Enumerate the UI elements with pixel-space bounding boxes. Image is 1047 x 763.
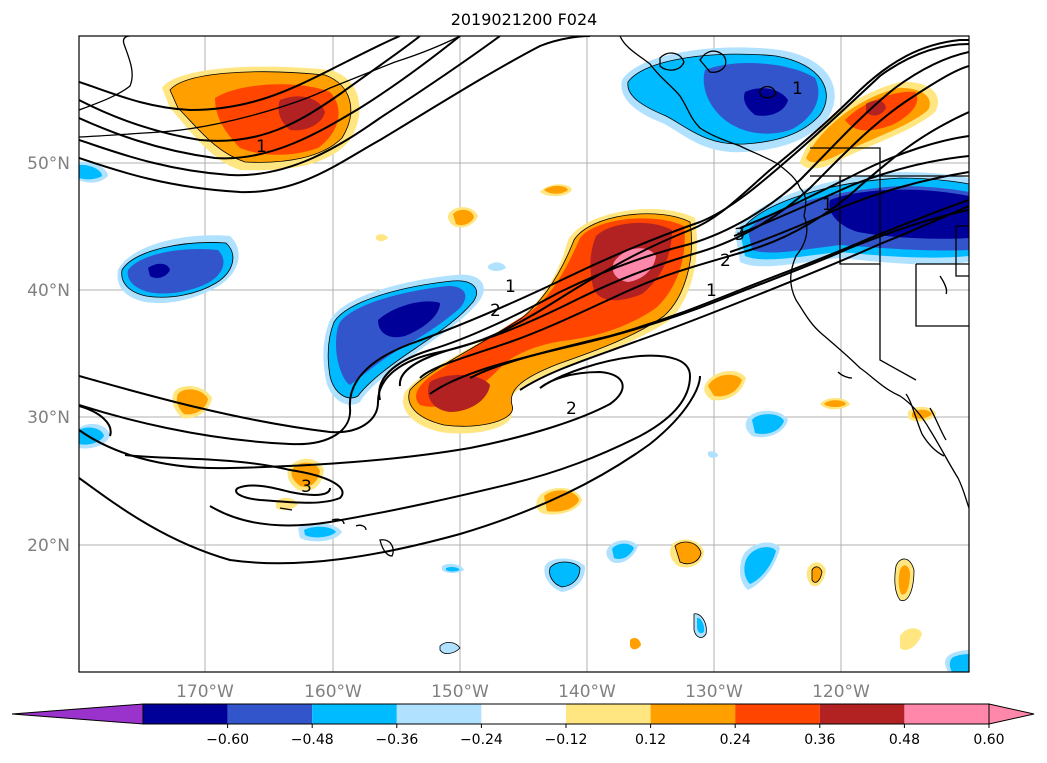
contour-label: 1 [822, 195, 833, 215]
colorbar-tick-label: −0.60 [206, 732, 249, 748]
lon-label-130w: 130°W [685, 682, 743, 702]
lon-label-160w: 160°W [304, 682, 362, 702]
contour-label: 3 [301, 477, 312, 497]
colorbar-tick-label: 0.60 [973, 732, 1004, 748]
colorbar-bin [650, 704, 736, 724]
lat-label-20n: 20°N [27, 536, 70, 556]
colorbar-tick-label: −0.12 [545, 732, 588, 748]
colorbar-tick-label: 0.48 [889, 732, 920, 748]
alaska-coastline [79, 36, 133, 111]
height-contours [79, 36, 969, 565]
lat-label-50n: 50°N [27, 154, 70, 174]
contour-label: 1 [256, 137, 267, 157]
lat-label-40n: 40°N [27, 281, 70, 301]
lon-label-170w: 170°W [176, 682, 234, 702]
contour-1-north [79, 36, 401, 112]
colorbar-tick-label: 0.36 [804, 732, 835, 748]
colorbar-bin [735, 704, 820, 724]
aleutian-chain [79, 36, 461, 138]
contour-label: 1 [505, 277, 516, 297]
contour-labels: 1 1 2 1 2 3 1 2 3 1 [256, 79, 833, 497]
colorbar-bin [143, 704, 228, 724]
contour-label: 2 [720, 251, 731, 271]
north-america-coastline [619, 36, 969, 509]
colorbar-extend-min [11, 703, 144, 725]
colorbar-bin [481, 704, 566, 724]
colorbar-bin [312, 704, 397, 724]
latitude-labels: 50°N 40°N 30°N 20°N [27, 154, 70, 556]
colorbar-tick-label: −0.24 [460, 732, 503, 748]
lat-label-30n: 30°N [27, 408, 70, 428]
shading-outlines [121, 53, 969, 654]
anomaly-shading [79, 47, 969, 672]
lon-label-140w: 140°W [558, 682, 616, 702]
contour-label: 2 [566, 399, 577, 419]
map-panel: 1 1 2 1 2 3 1 2 3 1 [78, 35, 970, 673]
contour-label: 3 [734, 225, 745, 245]
contour-label: 2 [490, 301, 501, 321]
colorbar-tick-label: 0.24 [720, 732, 751, 748]
colorbar-tick-label: −0.48 [291, 732, 334, 748]
longitude-labels: 170°W 160°W 150°W 140°W 130°W 120°W [176, 682, 870, 702]
colorbar-extend-max [988, 703, 1035, 725]
colorbar: −0.60 −0.48 −0.36 −0.24 −0.12 0.12 0.24 0.36 0.4… [11, 703, 1035, 748]
lon-label-150w: 150°W [431, 682, 489, 702]
lon-label-120w: 120°W [812, 682, 870, 702]
contour-label: 1 [706, 281, 717, 301]
colorbar-bin [566, 704, 651, 724]
colorbar-bin [227, 704, 313, 724]
colorbar-tick-label: 0.12 [635, 732, 666, 748]
map-frame [78, 35, 970, 673]
colorbar-bin [819, 704, 905, 724]
figure-title: 2019021200 F024 [451, 10, 598, 29]
colorbar-bin [396, 704, 482, 724]
colorbar-tick-label: −0.36 [375, 732, 418, 748]
colorbar-bin [904, 704, 989, 724]
contour-label: 1 [792, 79, 803, 99]
contour-2-south [79, 354, 692, 527]
